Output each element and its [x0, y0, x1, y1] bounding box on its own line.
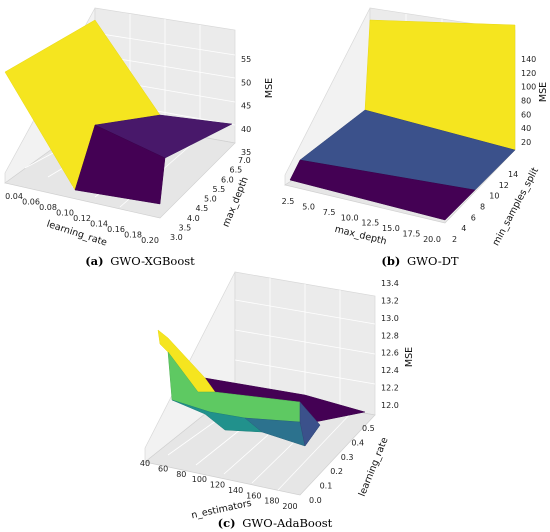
y-a-tick-7: 6.5: [230, 166, 243, 175]
y-b-tick-6: 14: [508, 170, 518, 179]
y-ticks-a: 3.03.54.04.55.05.56.06.57.0: [170, 156, 251, 242]
caption-b-letter: (b): [381, 254, 400, 268]
z-a-tick-3: 50: [241, 78, 251, 87]
x-c-tick-5: 140: [228, 486, 243, 495]
surface-c-dip: [299, 401, 321, 447]
x-a-tick-0: 0.04: [5, 192, 23, 201]
z-b-tick-6: 140: [521, 55, 536, 64]
x-b-tick-2: 7.5: [323, 208, 336, 217]
y-c-tick-0: 0.0: [309, 496, 322, 505]
x-ticks-b: 2.5 5.0 7.5 10.012.515.017.520.0: [282, 197, 441, 244]
z-c-tick-7: 13.4: [381, 279, 399, 288]
y-c-tick-3: 0.3: [341, 453, 354, 462]
z-b-tick-1: 40: [521, 124, 531, 133]
x-b-tick-6: 17.5: [402, 230, 420, 239]
surface-a: [4, 19, 233, 205]
z-a-tick-1: 40: [241, 125, 251, 134]
z-axis-label-b: MSE: [538, 82, 549, 102]
x-a-tick-6: 0.16: [107, 225, 125, 234]
y-c-tick-2: 0.2: [330, 467, 343, 476]
y-a-tick-5: 5.5: [213, 185, 226, 194]
x-c-tick-3: 100: [192, 475, 207, 484]
y-b-tick-3: 8: [480, 203, 485, 212]
y-a-tick-2: 4.0: [187, 214, 200, 223]
x-a-tick-1: 0.06: [22, 198, 40, 207]
z-ticks-b: 20 40 60 80 100 120 140: [521, 55, 536, 147]
z-ticks-c: 12.0 12.2 12.4 12.6 12.8 13.0 13.2 13.4: [381, 279, 399, 410]
x-a-tick-2: 0.08: [39, 203, 57, 212]
x-c-tick-4: 120: [210, 481, 225, 490]
z-c-tick-4: 12.8: [381, 331, 399, 340]
z-c-tick-1: 12.2: [381, 384, 399, 393]
y-a-tick-6: 6.0: [221, 175, 234, 184]
z-c-tick-5: 13.0: [381, 314, 399, 323]
caption-a-text: GWO-XGBoost: [110, 254, 195, 268]
z-axis-label-a: MSE: [264, 78, 275, 98]
x-ticks-a: 0.040.060.080.100.120.140.160.180.20: [5, 192, 159, 245]
z-b-tick-5: 120: [521, 69, 536, 78]
caption-c-text: GWO-AdaBoost: [242, 516, 332, 530]
x-c-tick-6: 160: [246, 491, 261, 500]
x-c-tick-8: 200: [282, 502, 297, 511]
x-a-tick-5: 0.14: [90, 220, 108, 229]
surface-b-low: [289, 159, 476, 221]
x-b-tick-4: 12.5: [361, 219, 379, 228]
surface-c: [157, 329, 366, 447]
y-a-tick-4: 5.0: [204, 195, 217, 204]
x-c-tick-2: 80: [176, 470, 186, 479]
z-a-tick-0: 35: [241, 148, 251, 157]
z-c-tick-2: 12.4: [381, 366, 399, 375]
y-b-tick-5: 12: [499, 181, 509, 190]
z-c-tick-6: 13.2: [381, 296, 399, 305]
y-b-tick-4: 10: [489, 192, 499, 201]
z-b-tick-0: 20: [521, 138, 531, 147]
z-b-tick-2: 60: [521, 110, 531, 119]
y-ticks-c: 0.0 0.1 0.2 0.3 0.4 0.5: [309, 424, 375, 505]
y-a-tick-8: 7.0: [238, 156, 251, 165]
y-b-tick-0: 2: [452, 235, 457, 244]
x-a-tick-3: 0.10: [56, 209, 74, 218]
y-c-tick-4: 0.4: [351, 438, 364, 447]
x-b-tick-0: 2.5: [282, 197, 295, 206]
caption-a-letter: (a): [85, 254, 103, 268]
y-a-tick-3: 4.5: [196, 204, 209, 213]
caption-c: (c) GWO-AdaBoost: [218, 516, 333, 530]
x-c-tick-7: 180: [264, 497, 279, 506]
surface-a-low-plane-lower: [74, 124, 166, 205]
z-axis-label-c: MSE: [404, 347, 415, 367]
y-a-tick-1: 3.5: [179, 223, 192, 232]
x-c-tick-0: 40: [140, 459, 150, 468]
caption-c-letter: (c): [218, 516, 236, 530]
y-b-tick-2: 6: [471, 213, 476, 222]
z-b-tick-3: 80: [521, 97, 531, 106]
z-a-tick-2: 45: [241, 102, 251, 111]
x-b-tick-1: 5.0: [302, 202, 315, 211]
z-b-tick-4: 100: [521, 83, 536, 92]
x-a-tick-7: 0.18: [124, 231, 142, 240]
y-b-tick-1: 4: [461, 224, 466, 233]
x-b-tick-3: 10.0: [341, 213, 359, 222]
caption-a: (a) GWO-XGBoost: [85, 254, 195, 268]
caption-b-text: GWO-DT: [407, 254, 459, 268]
y-c-tick-1: 0.1: [320, 482, 333, 491]
z-a-tick-4: 55: [241, 55, 251, 64]
chart-c: 12.0 12.2 12.4 12.6 12.8 13.0 13.2 13.4 40 60 80 1…: [140, 271, 415, 530]
x-a-tick-4: 0.12: [73, 214, 91, 223]
z-ticks-a: 35 40 45 50 55: [241, 55, 251, 157]
x-c-tick-1: 60: [158, 464, 168, 473]
y-c-tick-5: 0.5: [362, 424, 375, 433]
x-a-tick-8: 0.20: [141, 236, 159, 245]
z-c-tick-3: 12.6: [381, 349, 399, 358]
x-b-tick-5: 15.0: [382, 224, 400, 233]
caption-b: (b) GWO-DT: [381, 254, 459, 268]
z-c-tick-0: 12.0: [381, 401, 399, 410]
y-a-tick-0: 3.0: [170, 233, 183, 242]
x-b-tick-7: 20.0: [423, 235, 441, 244]
surface-b: [289, 19, 516, 221]
